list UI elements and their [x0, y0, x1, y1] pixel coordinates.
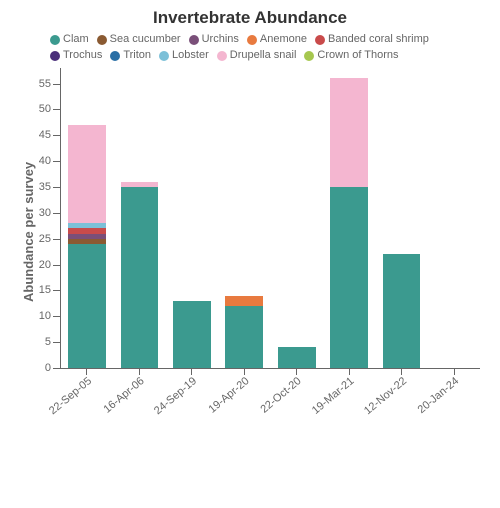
- bar-segment: [68, 125, 106, 223]
- legend-swatch: [315, 35, 325, 45]
- y-tick: [53, 342, 61, 343]
- legend-item: Triton: [110, 48, 151, 64]
- bar-group: [68, 125, 106, 368]
- y-tick-label: 30: [39, 207, 51, 219]
- legend-swatch: [110, 51, 120, 61]
- y-tick: [53, 213, 61, 214]
- legend-label: Triton: [123, 49, 151, 61]
- legend-label: Drupella snail: [230, 49, 297, 61]
- y-tick: [53, 239, 61, 240]
- bar-segment: [173, 301, 211, 368]
- y-tick: [53, 135, 61, 136]
- bar-group: [121, 182, 159, 368]
- y-tick: [53, 316, 61, 317]
- x-tick-label: 22-Sep-05: [47, 375, 94, 417]
- legend-swatch: [50, 51, 60, 61]
- y-tick-label: 55: [39, 78, 51, 90]
- legend-item: Sea cucumber: [97, 32, 181, 48]
- legend-label: Banded coral shrimp: [328, 33, 429, 45]
- y-tick-label: 5: [45, 336, 51, 348]
- legend-swatch: [50, 35, 60, 45]
- bar-segment: [225, 306, 263, 368]
- x-tick-label: 24-Sep-19: [152, 375, 199, 417]
- y-tick-label: 20: [39, 259, 51, 271]
- legend-swatch: [189, 35, 199, 45]
- legend-swatch: [159, 51, 169, 61]
- x-tick-label: 19-Apr-20: [206, 375, 251, 416]
- x-tick-label: 19-Mar-21: [310, 375, 357, 417]
- y-tick: [53, 84, 61, 85]
- legend-swatch: [247, 35, 257, 45]
- x-tick: [296, 369, 297, 375]
- legend-item: Clam: [50, 32, 89, 48]
- y-tick: [53, 290, 61, 291]
- y-tick: [53, 187, 61, 188]
- legend-item: Banded coral shrimp: [315, 32, 429, 48]
- x-tick: [349, 369, 350, 375]
- bars-container: [61, 68, 480, 368]
- legend-swatch: [304, 51, 314, 61]
- y-tick: [53, 265, 61, 266]
- y-tick-label: 0: [45, 362, 51, 374]
- bar-group: [225, 296, 263, 368]
- bar-group: [278, 347, 316, 368]
- legend-label: Clam: [63, 33, 89, 45]
- legend-label: Urchins: [202, 33, 239, 45]
- bar-group: [173, 301, 211, 368]
- x-tick-label: 20-Jan-24: [416, 375, 462, 416]
- chart-title: Invertebrate Abundance: [0, 8, 500, 28]
- y-tick-label: 25: [39, 233, 51, 245]
- y-tick-label: 50: [39, 103, 51, 115]
- legend-swatch: [217, 51, 227, 61]
- legend: Clam Sea cucumber Urchins Anemone Banded cor…: [0, 32, 500, 68]
- legend-swatch: [97, 35, 107, 45]
- x-tick-label: 16-Apr-06: [101, 375, 146, 416]
- bar-segment: [383, 254, 421, 368]
- bar-segment: [68, 244, 106, 368]
- legend-item: Drupella snail: [217, 48, 297, 64]
- y-tick-label: 10: [39, 310, 51, 322]
- legend-item: Lobster: [159, 48, 209, 64]
- legend-label: Sea cucumber: [110, 33, 181, 45]
- legend-item: Anemone: [247, 32, 307, 48]
- x-tick: [454, 369, 455, 375]
- x-tick-label: 22-Oct-20: [259, 375, 304, 416]
- y-tick: [53, 109, 61, 110]
- legend-label: Trochus: [63, 49, 102, 61]
- legend-label: Anemone: [260, 33, 307, 45]
- legend-label: Crown of Thorns: [317, 49, 398, 61]
- plot-area: Abundance per survey 0510152025303540455…: [60, 68, 480, 369]
- bar-group: [330, 78, 368, 368]
- y-axis-label: Abundance per survey: [21, 162, 36, 302]
- bar-group: [383, 254, 421, 368]
- y-tick: [53, 161, 61, 162]
- legend-item: Urchins: [189, 32, 239, 48]
- bar-segment: [225, 296, 263, 306]
- legend-item: Crown of Thorns: [304, 48, 398, 64]
- bar-segment: [121, 187, 159, 368]
- bar-segment: [330, 187, 368, 368]
- y-tick-label: 35: [39, 181, 51, 193]
- legend-label: Lobster: [172, 49, 209, 61]
- y-tick-label: 40: [39, 155, 51, 167]
- y-tick-label: 45: [39, 129, 51, 141]
- x-axis-labels: 22-Sep-0516-Apr-0624-Sep-1919-Apr-2022-O…: [60, 369, 480, 439]
- legend-item: Trochus: [50, 48, 102, 64]
- bar-segment: [330, 78, 368, 187]
- bar-segment: [278, 347, 316, 368]
- x-tick-label: 12-Nov-22: [362, 375, 409, 417]
- y-tick-label: 15: [39, 284, 51, 296]
